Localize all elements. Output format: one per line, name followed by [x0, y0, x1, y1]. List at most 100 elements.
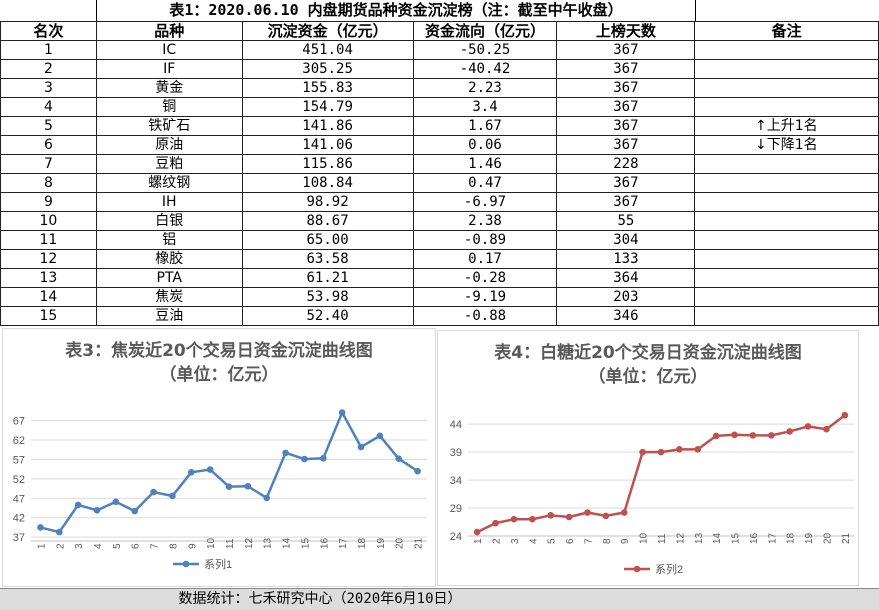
cell-variety: 铜 — [95, 97, 243, 117]
cell-remark — [694, 287, 879, 307]
y-tick-label: 62 — [13, 435, 25, 447]
cell-remark — [694, 173, 879, 193]
data-point — [37, 524, 44, 531]
x-tick-label: 1 — [473, 538, 484, 544]
cell-remark — [694, 40, 879, 60]
x-tick-label: 11 — [657, 533, 668, 544]
cell-variety: IC — [95, 40, 243, 60]
x-tick-label: 17 — [338, 537, 349, 549]
data-point — [473, 528, 481, 536]
x-tick-label: 1 — [36, 543, 47, 549]
data-point — [694, 446, 702, 453]
y-tick-label: 42 — [13, 513, 25, 525]
data-point — [414, 467, 421, 475]
cell-days: 367 — [556, 40, 696, 60]
data-point — [510, 515, 518, 523]
chart-subtitle: （单位：亿元） — [588, 367, 708, 387]
cell-days: 55 — [556, 211, 696, 231]
cell-rank: 1 — [0, 40, 97, 60]
cell-days: 133 — [556, 249, 696, 269]
cell-flow: -9.19 — [412, 287, 558, 307]
header-flow: 资金流向（亿元） — [412, 21, 558, 41]
cell-variety: PTA — [95, 268, 243, 288]
data-point — [93, 507, 101, 514]
x-tick-label: 10 — [206, 537, 217, 549]
x-tick-label: 3 — [74, 543, 85, 549]
cell-remark — [694, 192, 879, 212]
table-row: 11 铝 65.00 -0.89 304 — [0, 230, 879, 250]
x-tick-label: 4 — [528, 538, 539, 544]
cell-flow: 0.06 — [412, 135, 558, 155]
data-point — [823, 425, 830, 433]
y-tick-label: 52 — [13, 474, 25, 486]
cell-capital: 53.98 — [241, 287, 414, 307]
sugar-chart: 表4：白糖近20个交易日资金沉淀曲线图 （单位：亿元） 24 29 34 39 44 1 2… — [437, 330, 859, 586]
x-tick-label: 15 — [731, 532, 742, 544]
cell-variety: IF — [95, 59, 243, 79]
x-tick-label: 3 — [510, 538, 521, 544]
y-tick-label: 24 — [450, 531, 462, 543]
table-row: 13 PTA 61.21 -0.28 364 — [0, 268, 879, 288]
cell-variety: 铝 — [95, 230, 243, 250]
cell-remark — [694, 306, 879, 326]
legend-label: 系列2 — [655, 562, 683, 576]
cell-capital: 108.84 — [241, 173, 414, 193]
note-up-label: 上升1名 — [766, 118, 818, 134]
table-row: 12 橡胶 63.58 0.17 133 — [0, 249, 879, 269]
x-tick-label: 9 — [187, 543, 198, 549]
cell-variety: 豆粕 — [95, 154, 243, 174]
note-down-label: 下降1名 — [766, 137, 818, 153]
header-rank: 名次 — [0, 21, 97, 41]
cell-remark — [694, 154, 879, 174]
cell-flow: 3.4 — [412, 97, 558, 117]
cell-capital: 141.06 — [241, 135, 414, 155]
cell-rank: 5 — [0, 116, 97, 136]
cell-flow: 2.23 — [412, 78, 558, 98]
x-tick-label: 18 — [786, 532, 797, 544]
cell-days: 203 — [556, 287, 696, 307]
data-point — [376, 432, 384, 440]
data-point — [804, 423, 812, 430]
x-tick-label: 10 — [639, 532, 650, 544]
x-tick-label: 15 — [300, 537, 311, 549]
data-point — [547, 512, 555, 519]
data-point — [319, 455, 327, 462]
data-point — [602, 512, 610, 520]
footer-source: 数据统计：七禾研究中心（2020年6月10日） — [178, 591, 462, 607]
data-point — [731, 431, 738, 439]
series-line — [40, 411, 419, 534]
y-tick-label: 57 — [13, 454, 25, 466]
cell-rank: 15 — [0, 306, 97, 326]
x-tick-label: 17 — [767, 532, 778, 544]
x-tick-label: 14 — [712, 532, 723, 544]
cell-variety: 原油 — [95, 135, 243, 155]
arrow-down-icon: ↓ — [755, 137, 767, 153]
x-tick-label: 12 — [244, 537, 255, 549]
chart-subtitle: （单位：亿元） — [159, 365, 279, 385]
cell-remark — [694, 211, 879, 231]
x-tick-label: 5 — [112, 543, 123, 549]
cell-capital: 63.58 — [241, 249, 414, 269]
cell-rank: 6 — [0, 135, 97, 155]
cell-days: 367 — [556, 59, 696, 79]
x-tick-label: 18 — [357, 537, 368, 549]
cell-variety: 焦炭 — [95, 287, 243, 307]
y-tick-label: 37 — [13, 532, 25, 544]
table-row: 14 焦炭 53.98 -9.19 203 — [0, 287, 879, 307]
cell-days: 364 — [556, 268, 696, 288]
cell-remark — [694, 268, 879, 288]
x-tick-label: 12 — [675, 532, 686, 544]
data-point — [529, 515, 536, 523]
cell-remark — [694, 249, 879, 269]
x-tick-label: 4 — [93, 543, 104, 549]
legend-marker — [633, 565, 641, 573]
cell-flow: -50.25 — [412, 40, 558, 60]
x-tick-label: 20 — [395, 537, 406, 549]
cell-days: 367 — [556, 173, 696, 193]
x-tick-label: 2 — [492, 538, 503, 544]
table-body: 1 IC 451.04 -50.25 367 2 IF 305.25 -40.42 367 3 黄金 1… — [0, 40, 879, 326]
cell-rank: 7 — [0, 154, 97, 174]
data-point — [639, 448, 646, 456]
